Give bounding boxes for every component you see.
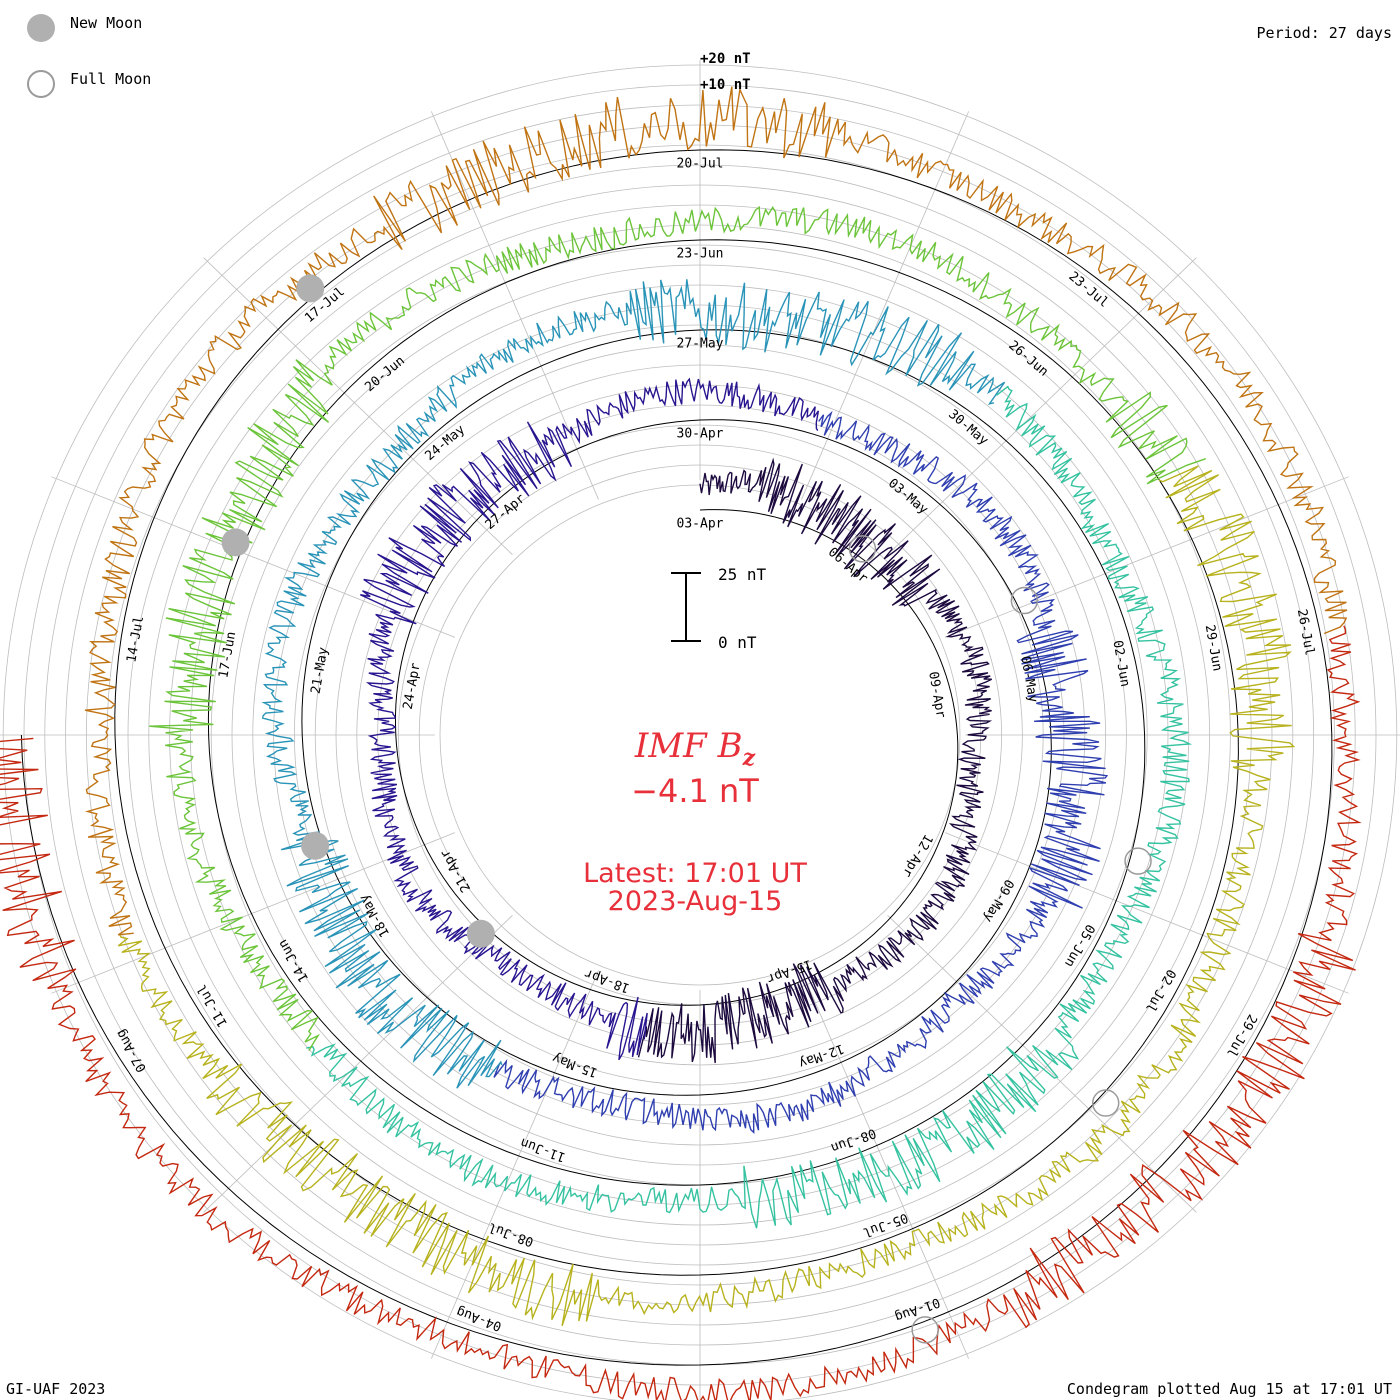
date-tick-label: 24-Apr (401, 662, 424, 711)
footer-plot-time: Condegram plotted Aug 15 at 17:01 UT (1066, 1380, 1392, 1398)
new-moon-label: New Moon (70, 14, 143, 32)
scale-bar: 25 nT 0 nT (671, 565, 767, 652)
date-tick-label: 27-May (677, 337, 724, 352)
new-moon-marker (221, 528, 250, 557)
grid-layer (0, 60, 1400, 1400)
bz-trace-segment (306, 385, 1193, 1229)
grid-spoke (51, 476, 456, 638)
date-tick-label: 06-May (1017, 655, 1040, 704)
bz-trace-segment (0, 625, 1362, 1400)
date-tick-label: 04-Aug (454, 1303, 503, 1333)
full-moon-label: Full Moon (70, 70, 152, 88)
moon-layer (221, 274, 1152, 1344)
date-tick-label: 20-Jul (677, 157, 724, 172)
scale-bar-bottom-label: 0 nT (718, 633, 757, 652)
new-moon-marker (466, 919, 495, 948)
bz-trace-segment (637, 457, 993, 1064)
latest-time: Latest: 17:01 UT (583, 858, 807, 889)
grid-spoke (430, 111, 599, 500)
parameter-title: IMF Bz (560, 726, 830, 771)
grid-spoke (801, 970, 970, 1359)
new-moon-marker (296, 274, 325, 303)
date-tick-label: 30-Apr (677, 427, 724, 442)
grid-spoke (944, 832, 1349, 994)
full-moon-icon (27, 70, 55, 98)
date-tick-label: 21-May (309, 646, 332, 695)
full-moon-marker (1124, 847, 1152, 875)
period-label: Period: 27 days (1256, 24, 1392, 42)
date-tick-label: 12-Apr (899, 831, 936, 879)
date-tick-label: 09-Apr (925, 670, 948, 719)
bz-trace-segment (493, 410, 1109, 1135)
grid-spoke (801, 111, 970, 500)
bz-trace-segment (360, 377, 820, 1061)
date-tick-label: 12-May (797, 1040, 846, 1070)
date-tick-label: 23-Jun (677, 247, 724, 262)
current-value: −4.1 nT (631, 772, 759, 810)
scale-bar-top-label: 25 nT (718, 565, 767, 584)
bz-trace-segment (117, 465, 1296, 1327)
full-moon-marker (848, 535, 877, 563)
grid-spoke (203, 915, 513, 1213)
grid-spoke (887, 257, 1197, 555)
new-moon-marker (301, 831, 330, 860)
scale-top-label: +20 nT (700, 51, 751, 67)
grid-spoke (887, 915, 1197, 1213)
grid-spoke (430, 970, 599, 1359)
full-moon-marker (1010, 586, 1039, 615)
latest-date: 2023-Aug-15 (607, 886, 783, 917)
date-tick-label: 05-Jul (861, 1210, 910, 1240)
bz-trace-segment (149, 205, 1207, 1051)
date-tick-label: 17-Jun (216, 630, 239, 679)
date-tick-label: 15-May (550, 1050, 599, 1080)
bz-trace-segment (261, 279, 1006, 1089)
footer-credit: GI-UAF 2023 (6, 1380, 106, 1398)
date-tick-label: 11-Jun (518, 1134, 567, 1164)
full-moon-marker (1091, 1089, 1120, 1117)
new-moon-icon (27, 14, 55, 42)
parameter-subscript: z (742, 744, 756, 771)
grid-spoke (203, 257, 513, 555)
full-moon-marker (911, 1316, 939, 1344)
grid-spoke (944, 476, 1349, 638)
date-tick-label: 02-Jun (1109, 639, 1132, 688)
date-tick-label: 26-Jul (1294, 608, 1317, 657)
date-tick-label: 29-Jun (1202, 624, 1225, 673)
date-tick-label: 03-Apr (677, 517, 724, 532)
zero-baseline (20, 149, 1333, 1366)
date-tick-label: 14-Jul (124, 615, 147, 664)
date-tick-label: 08-Jun (829, 1125, 878, 1155)
series-layer (0, 86, 1362, 1400)
bz-trace-segment (84, 86, 1348, 936)
date-tick-label: 08-Jul (486, 1219, 535, 1249)
scale-mid-label: +10 nT (700, 77, 751, 93)
parameter-name: IMF B (634, 726, 743, 766)
